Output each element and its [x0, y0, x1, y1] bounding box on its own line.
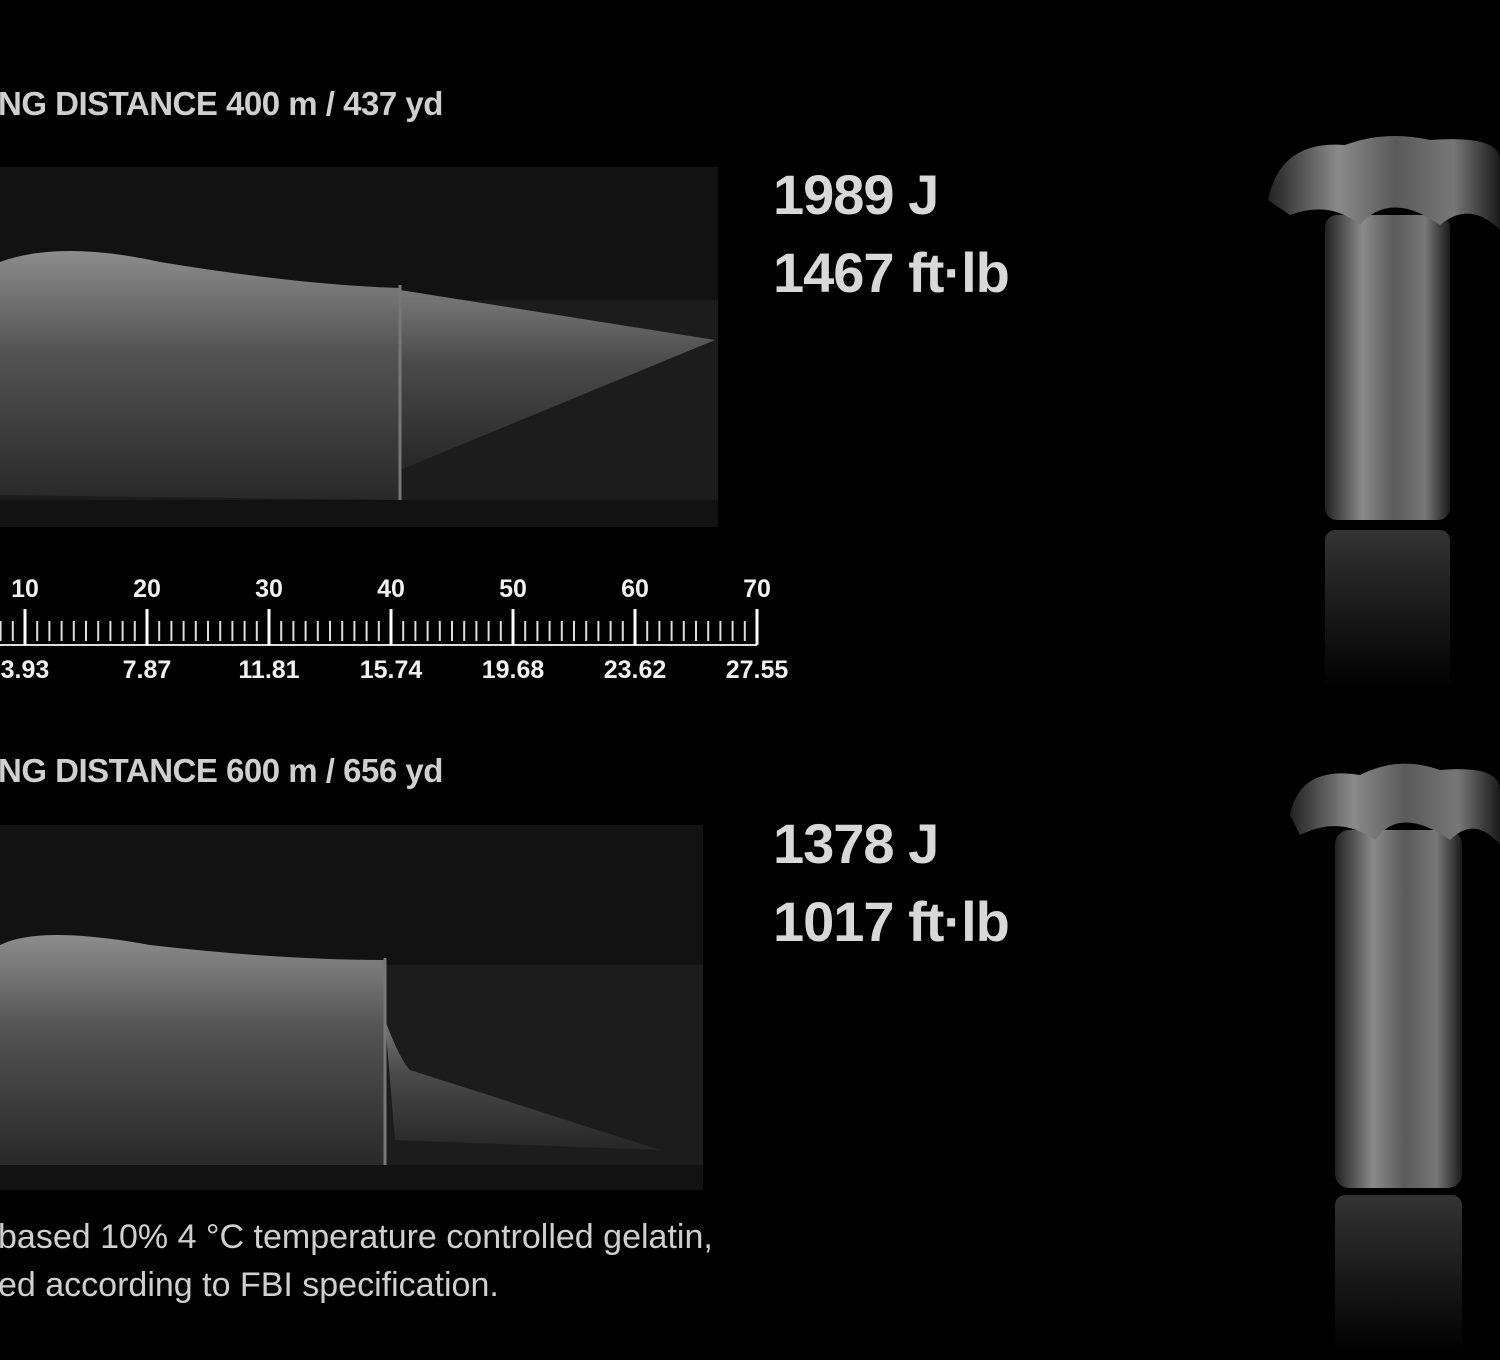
ruler-cm-label: 30 — [255, 575, 283, 603]
ruler-cm-label: 10 — [11, 575, 39, 603]
gelatin-image — [0, 825, 703, 1190]
energy-joules: 1378 J — [773, 812, 938, 875]
ruler-cm-label: 40 — [377, 575, 405, 603]
section-heading: NG DISTANCE 400 m / 437 yd — [0, 85, 443, 122]
ruler-cm-label: 50 — [499, 575, 527, 603]
ruler-inch-label: 23.62 — [604, 656, 667, 684]
energy-ftlb: 1017 ft·lb — [773, 890, 1009, 953]
footer-line: based 10% 4 °C temperature controlled ge… — [0, 1218, 713, 1256]
section-heading: NG DISTANCE 600 m / 656 yd — [0, 752, 443, 789]
ruler-inch-label: 15.74 — [360, 656, 423, 684]
energy-ftlb: 1467 ft·lb — [773, 241, 1009, 304]
ruler-cm-label: 20 — [133, 575, 161, 603]
ruler-cm-label: 70 — [743, 575, 771, 603]
gelatin-image — [0, 167, 718, 527]
ruler-inch-label: 19.68 — [482, 656, 545, 684]
energy-joules: 1989 J — [773, 163, 938, 226]
bullet-image — [1290, 763, 1500, 1355]
ruler-inch-label: 27.55 — [726, 656, 789, 684]
ruler-inch-label: 3.93 — [1, 656, 50, 684]
ruler-cm-label: 60 — [621, 575, 649, 603]
bullet-image — [1268, 136, 1500, 690]
footer-line: ed according to FBI specification. — [0, 1266, 499, 1304]
ruler-inch-label: 7.87 — [123, 656, 172, 684]
ruler-inch-label: 11.81 — [238, 656, 299, 684]
